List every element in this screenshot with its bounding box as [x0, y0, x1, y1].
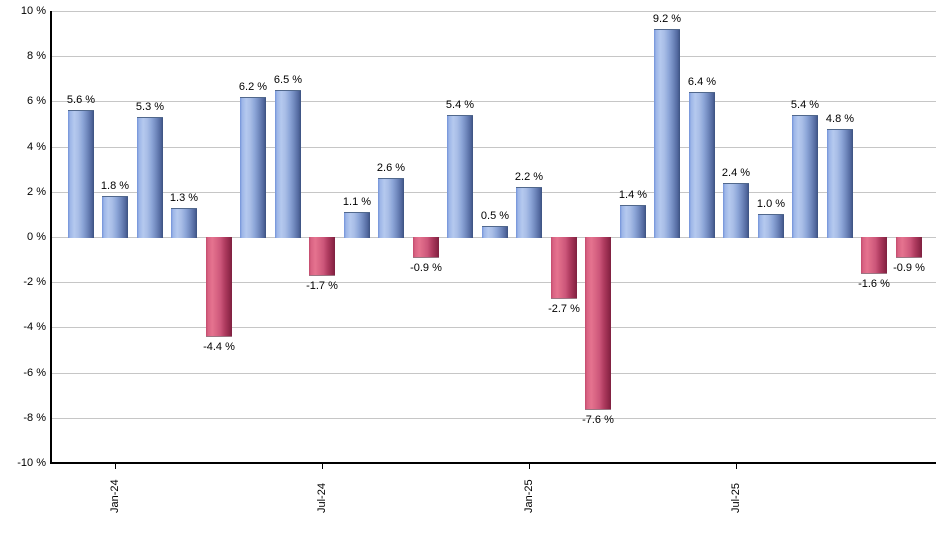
bar-positive: [102, 196, 128, 238]
bar-negative: [896, 237, 922, 258]
bar-positive: [482, 226, 508, 238]
bar-positive: [620, 205, 646, 238]
y-axis-line: [50, 11, 52, 464]
y-tick-label: 0 %: [27, 231, 46, 243]
y-tick-label: -10 %: [17, 457, 46, 469]
bar-positive: [723, 183, 749, 238]
gridline-4: [51, 147, 936, 148]
bar-value-label: -4.4 %: [203, 341, 235, 353]
bar-value-label: -0.9 %: [410, 262, 442, 274]
y-tick-label: 10 %: [20, 5, 46, 17]
bar-negative: [551, 237, 577, 299]
bar-value-label: -2.7 %: [548, 303, 580, 315]
x-tick-label: Jan-24: [109, 479, 121, 513]
bar-value-label: 5.4 %: [790, 99, 820, 111]
bar-positive: [275, 90, 301, 238]
bar-value-label: -1.6 %: [858, 278, 890, 290]
gridline--4: [51, 327, 936, 328]
bar-value-label: -1.7 %: [306, 280, 338, 292]
bar-negative: [413, 237, 439, 258]
gridline--8: [51, 418, 936, 419]
bar-value-label: 2.6 %: [376, 162, 406, 174]
bar-positive: [378, 178, 404, 238]
x-tick-label: Jul-24: [316, 483, 328, 513]
bar-value-label: 9.2 %: [652, 13, 682, 25]
gridline--2: [51, 282, 936, 283]
bar-positive: [516, 187, 542, 238]
bar-value-label: 1.8 %: [100, 180, 130, 192]
gridline-6: [51, 101, 936, 102]
bar-positive: [758, 214, 784, 238]
bar-value-label: -0.9 %: [893, 262, 925, 274]
bar-positive: [137, 117, 163, 238]
bar-value-label: 6.2 %: [238, 81, 268, 93]
bar-negative: [585, 237, 611, 410]
bar-value-label: 2.2 %: [514, 171, 544, 183]
y-tick-label: -2 %: [23, 276, 46, 288]
bar-positive: [827, 129, 853, 238]
bar-value-label: -7.6 %: [582, 414, 614, 426]
bar-positive: [654, 29, 680, 238]
x-axis-tick: [115, 463, 116, 469]
x-tick-label: Jul-25: [730, 483, 742, 513]
x-tick-label: Jan-25: [523, 479, 535, 513]
bar-positive: [68, 110, 94, 238]
x-axis-tick: [736, 463, 737, 469]
bar-positive: [344, 212, 370, 238]
y-tick-label: -6 %: [23, 367, 46, 379]
y-tick-label: -8 %: [23, 412, 46, 424]
bar-value-label: 1.0 %: [756, 198, 786, 210]
bar-value-label: 6.4 %: [687, 76, 717, 88]
y-tick-label: 8 %: [27, 50, 46, 62]
y-tick-label: 2 %: [27, 186, 46, 198]
bar-value-label: 5.4 %: [445, 99, 475, 111]
gridline-8: [51, 56, 936, 57]
y-tick-label: 4 %: [27, 141, 46, 153]
plot-area: 5.6 % 1.8 % 5.3 % 1.3 % -4.4 % 6.2 % 6.5 % -1.7…: [51, 11, 936, 464]
x-axis-tick: [322, 463, 323, 469]
bar-value-label: 1.3 %: [169, 192, 199, 204]
bar-negative: [206, 237, 232, 337]
x-axis-tick: [529, 463, 530, 469]
gridline-10: [51, 11, 936, 12]
bar-positive: [240, 97, 266, 238]
bar-negative: [861, 237, 887, 274]
gridline-2: [51, 192, 936, 193]
bar-value-label: 1.4 %: [618, 189, 648, 201]
bar-value-label: 5.6 %: [66, 94, 96, 106]
bar-positive: [689, 92, 715, 238]
y-tick-label: 6 %: [27, 95, 46, 107]
bar-value-label: 4.8 %: [825, 113, 855, 125]
bar-positive: [447, 115, 473, 238]
x-axis-line: [50, 462, 936, 464]
bar-value-label: 6.5 %: [273, 74, 303, 86]
bar-value-label: 2.4 %: [721, 167, 751, 179]
gridline--6: [51, 373, 936, 374]
bar-value-label: 1.1 %: [342, 196, 372, 208]
bar-positive: [792, 115, 818, 238]
bar-positive: [171, 208, 197, 238]
y-tick-label: -4 %: [23, 321, 46, 333]
bar-negative: [309, 237, 335, 276]
bar-value-label: 0.5 %: [480, 210, 510, 222]
bar-value-label: 5.3 %: [135, 101, 165, 113]
